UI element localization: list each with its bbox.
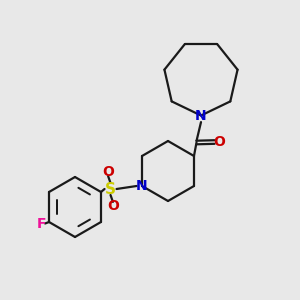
Text: N: N (195, 109, 207, 122)
Text: O: O (213, 135, 225, 149)
Text: N: N (136, 179, 148, 193)
Text: O: O (102, 165, 114, 178)
Text: O: O (107, 200, 119, 213)
Text: S: S (105, 182, 116, 196)
Text: F: F (37, 217, 46, 230)
